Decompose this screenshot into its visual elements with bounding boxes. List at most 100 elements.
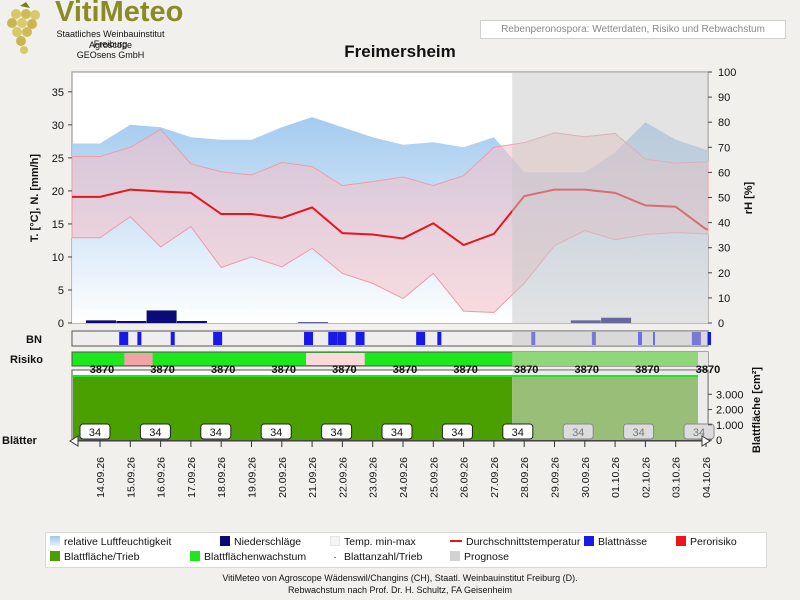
leaf-count-box	[79, 423, 111, 440]
leaf-area-label: 3870	[272, 364, 296, 376]
leaf-area-label: 3870	[332, 364, 356, 376]
date-tick-label: 25.09.26	[428, 457, 440, 498]
date-tick-label: 15.09.26	[125, 457, 137, 498]
logo-line-agroscope: Agroscope	[88, 40, 133, 50]
date-tick-label: 27.09.26	[489, 457, 501, 498]
left-tick-label: 30	[52, 120, 64, 132]
date-tick-label: 23.09.26	[368, 457, 380, 498]
right-tick-label: 50	[718, 193, 730, 205]
leaf-count-label: 34	[512, 427, 524, 439]
leaf-wetness-mark	[337, 332, 347, 345]
leaf-wetness-mark	[707, 332, 712, 345]
left-tick-label: 5	[58, 285, 64, 297]
leaf-area-label: 3870	[696, 364, 720, 376]
right-tick-label: 70	[718, 142, 730, 154]
leaf-area-label: 3870	[453, 364, 477, 376]
risk-period	[306, 353, 365, 365]
right-tick-label: 10	[718, 293, 730, 305]
bn-forecast-overlay	[512, 331, 708, 346]
leaf-area-forecast-fill	[512, 376, 698, 440]
leaf-count-box	[200, 423, 232, 440]
date-tick-label: 16.09.26	[156, 457, 168, 498]
risk-swatch	[676, 536, 686, 547]
leaf-count-label: 34	[330, 427, 342, 439]
legend-item-leaf-count: · Blattanzahl/Trieb	[330, 550, 422, 565]
row-label-leaves: Blätter	[2, 435, 38, 447]
leaf-area-label: 3870	[635, 364, 659, 376]
precip-bar	[176, 321, 207, 323]
legend-label-leaf-wetness: Blattnässe	[598, 536, 648, 548]
left-tick-label: 0	[58, 318, 64, 330]
leaf-count-box	[683, 423, 715, 440]
right-tick-label: 90	[718, 92, 730, 104]
leaf-area-label: 3870	[211, 364, 235, 376]
leaf-count-box	[441, 423, 473, 440]
date-tick-label: 18.09.26	[216, 457, 228, 498]
leaf-count-label: 34	[632, 427, 644, 439]
date-tick-label: 19.09.26	[247, 457, 259, 498]
date-tick-label: 30.09.26	[580, 457, 592, 498]
leaf-wetness-mark	[137, 332, 142, 345]
leaf-wetness-mark	[119, 332, 129, 345]
leaf-count-box	[260, 423, 292, 440]
leaf-count-label: 34	[210, 427, 222, 439]
leaf-tick-label: 1.000	[716, 420, 744, 432]
logo-line-institute: Staatliches Weinbauinstitut Freiburg	[56, 29, 165, 49]
leaf-forecast-overlay	[512, 370, 708, 440]
legend-item-humidity: relative Luftfeuchtigkeit	[50, 535, 171, 550]
leaf-count-box	[623, 423, 655, 440]
scroll-left-icon	[69, 435, 79, 447]
leaf-tick-label: 0	[716, 435, 722, 447]
leaf-wetness-mark	[213, 332, 223, 345]
leaf-count-box	[139, 423, 171, 440]
humidity-swatch	[50, 536, 60, 547]
right-tick-label: 100	[718, 67, 736, 79]
legend-label-temp-mean: Durchschnittstemperatur	[466, 536, 581, 548]
leaf-area-label: 3870	[90, 364, 114, 376]
legend-item-risk: Perorisiko	[676, 535, 737, 550]
legend-label-humidity: relative Luftfeuchtigkeit	[64, 536, 172, 548]
date-tick-label: 17.09.26	[186, 457, 198, 498]
footer-line-2: Rebwachstum nach Prof. Dr. H. Schultz, F…	[287, 585, 513, 595]
date-tick-label: 26.09.26	[459, 457, 471, 498]
legend-item-leaf-wetness: Blattnässe	[584, 535, 647, 550]
leaf-wetness-mark	[328, 332, 338, 345]
leaf-count-label: 34	[391, 427, 403, 439]
risk-period	[124, 353, 153, 365]
leaf-area-label: 3870	[393, 364, 417, 376]
leaf-count-box	[381, 423, 413, 440]
leaf-tick-label: 3.000	[716, 389, 744, 401]
leaf-count-label: 34	[572, 427, 584, 439]
leaf-wetness-swatch	[584, 536, 594, 547]
forecast-swatch	[450, 551, 460, 562]
left-tick-label: 15	[52, 219, 64, 231]
leaf-count-box	[562, 423, 594, 440]
legend-item-precip: Niederschläge	[220, 535, 301, 550]
precip-bar	[298, 322, 329, 323]
row-label-bn: BN	[26, 334, 42, 346]
leaf-wetness-mark	[416, 332, 426, 345]
leaf-axis-label: Blattfläche [cm²]	[751, 367, 763, 454]
date-tick-label: 28.09.26	[519, 457, 531, 498]
scroll-right-icon	[701, 435, 711, 447]
right-tick-label: 30	[718, 243, 730, 255]
leaf-area-label: 3870	[575, 364, 599, 376]
right-tick-label: 40	[718, 218, 730, 230]
legend: relative Luftfeuchtigkeit Niederschläge …	[45, 532, 767, 568]
legend-label-precip: Niederschläge	[234, 536, 302, 548]
leaf-count-swatch: ·	[333, 551, 337, 563]
temp-mean-swatch	[450, 540, 462, 543]
leaf-count-label: 34	[451, 427, 463, 439]
date-tick-label: 03.10.26	[671, 457, 683, 498]
legend-label-temp-range: Temp. min-max	[344, 536, 416, 548]
legend-item-leaf-growth: Blattflächenwachstum	[190, 550, 306, 565]
legend-label-leaf-area: Blattfläche/Trieb	[64, 551, 140, 563]
logo-name: VitiMeteo	[55, 0, 184, 28]
legend-label-forecast: Prognose	[464, 551, 509, 563]
right-axis-label: rH [%]	[743, 181, 755, 214]
forecast-overlay	[512, 72, 708, 323]
leaf-wetness-mark	[355, 332, 365, 345]
date-tick-label: 01.10.26	[610, 457, 622, 498]
leaf-count-box	[502, 423, 534, 440]
right-tick-label: 80	[718, 117, 730, 129]
